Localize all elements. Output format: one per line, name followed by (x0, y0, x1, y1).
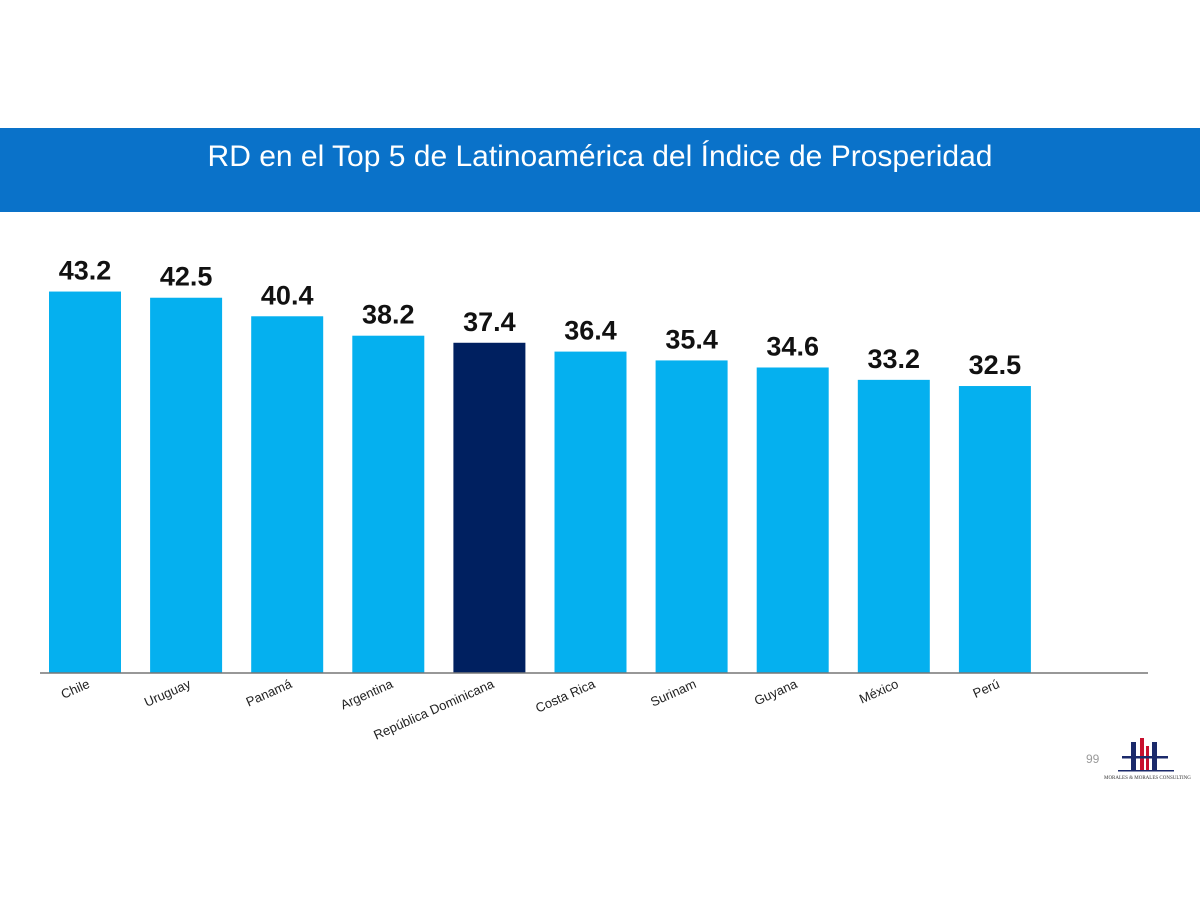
data-label-0: 43.2 (59, 256, 112, 286)
x-tick-label-2: Panamá (244, 676, 295, 710)
data-label-8: 33.2 (868, 344, 921, 374)
x-tick-label-5: Costa Rica (533, 676, 598, 716)
bar-5 (554, 351, 627, 673)
data-label-7: 34.6 (766, 331, 819, 361)
bar-8 (857, 379, 930, 673)
bar-6 (655, 360, 728, 673)
bar-4 (453, 342, 526, 673)
x-tick-label-6: Surinam (648, 676, 698, 709)
bar-3 (352, 335, 425, 673)
bar-0 (49, 291, 121, 673)
data-label-6: 35.4 (665, 324, 718, 354)
data-label-3: 38.2 (362, 300, 415, 330)
x-tick-label-3: Argentina (338, 676, 396, 713)
title-band (0, 128, 1200, 212)
page-number: 99 (1086, 752, 1100, 766)
bar-2 (251, 316, 324, 673)
bar-7 (756, 367, 829, 673)
x-tick-label-0: Chile (59, 676, 92, 702)
data-label-4: 37.4 (463, 307, 516, 337)
bar-1 (150, 297, 223, 673)
data-label-1: 42.5 (160, 262, 213, 292)
bar-9 (958, 386, 1031, 673)
x-tick-label-8: México (857, 676, 901, 706)
x-tick-label-1: Uruguay (142, 676, 193, 710)
data-label-5: 36.4 (564, 316, 617, 346)
data-label-9: 32.5 (969, 350, 1022, 380)
x-tick-label-9: Perú (971, 676, 1002, 701)
x-tick-label-7: Guyana (752, 676, 800, 709)
consulting-firm-logo-icon: MORALES & MORALES CONSULTING (1104, 738, 1191, 786)
logo-text: MORALES & MORALES CONSULTING (1104, 776, 1191, 781)
slide-title: RD en el Top 5 de Latinoamérica del Índi… (207, 140, 993, 173)
data-label-2: 40.4 (261, 280, 314, 310)
